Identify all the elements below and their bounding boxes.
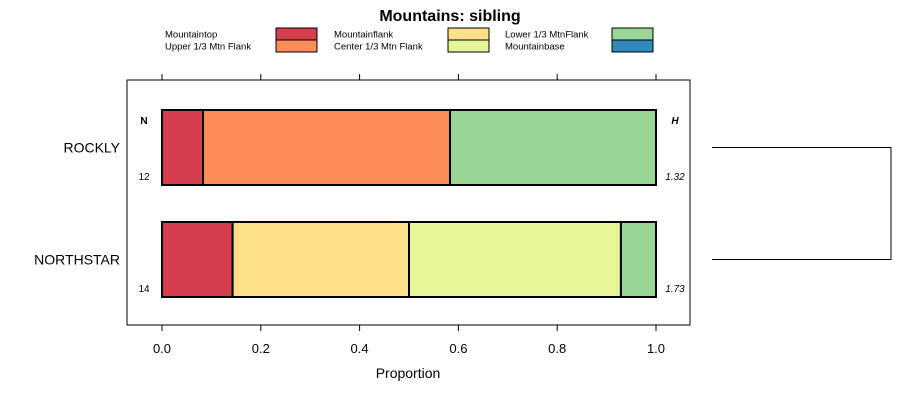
legend-label-center-1-3-mtn-flank: Center 1/3 Mtn Flank <box>334 42 423 53</box>
bar-segment-lower-1-3-mtnflank <box>619 221 658 298</box>
x-axis-title: Proportion <box>376 365 441 381</box>
chart-title: Mountains: sibling <box>379 8 520 25</box>
top-axis <box>161 74 657 80</box>
bar-rockly: ROCKLY 12 1.32 <box>63 109 685 186</box>
bar-segment-mountaintop <box>161 221 234 298</box>
x-axis: 0.0 0.2 0.4 0.6 0.8 1.0 <box>153 325 665 356</box>
legend-swatch-mountainflank <box>447 27 490 41</box>
legend-label-upper-1-3-mtn-flank: Upper 1/3 Mtn Flank <box>165 42 251 53</box>
legend-swatch-center-1-3-mtn-flank <box>447 39 490 53</box>
dendrogram-link <box>712 147 892 260</box>
bar-segment-mountaintop <box>161 109 205 186</box>
legend-label-mountainflank: Mountainflank <box>334 30 393 41</box>
x-tick-label: 0.8 <box>548 341 566 356</box>
category-label: NORTHSTAR <box>34 252 120 268</box>
bar-segment-mountainflank <box>231 221 410 298</box>
category-label: ROCKLY <box>63 140 120 156</box>
h-column-header: H <box>671 116 679 127</box>
legend-swatch-mountainbase <box>611 39 654 53</box>
n-value: 14 <box>138 284 150 295</box>
h-value: 1.73 <box>665 284 685 295</box>
x-tick-label: 0.4 <box>351 341 369 356</box>
legend-label-mountainbase: Mountainbase <box>505 42 565 53</box>
h-value: 1.32 <box>665 172 685 183</box>
legend-swatch-mountaintop <box>275 27 318 41</box>
bars: ROCKLY 12 1.32 NORTHSTAR 14 1.73 <box>34 109 685 298</box>
n-value: 12 <box>138 172 150 183</box>
x-tick-label: 0.2 <box>252 341 270 356</box>
legend-swatch-upper-1-3-mtn-flank <box>275 39 318 53</box>
legend-swatch-lower-1-3-mtnflank <box>611 27 654 41</box>
n-column-header: N <box>140 116 147 127</box>
x-tick-label: 1.0 <box>647 341 665 356</box>
bar-segment-lower-1-3-mtnflank <box>449 109 658 186</box>
x-tick-label: 0.0 <box>153 341 171 356</box>
legend-label-mountaintop: Mountaintop <box>165 30 217 41</box>
bar-segment-upper-1-3-mtn-flank <box>202 109 452 186</box>
plot-frame <box>126 79 691 326</box>
dendrogram <box>712 147 892 260</box>
x-tick-label: 0.6 <box>449 341 467 356</box>
legend-label-lower-1-3-mtnflank: Lower 1/3 MtnFlank <box>505 30 589 41</box>
bar-northstar: NORTHSTAR 14 1.73 <box>34 221 685 298</box>
bar-segment-center-1-3-mtn-flank <box>408 221 622 298</box>
